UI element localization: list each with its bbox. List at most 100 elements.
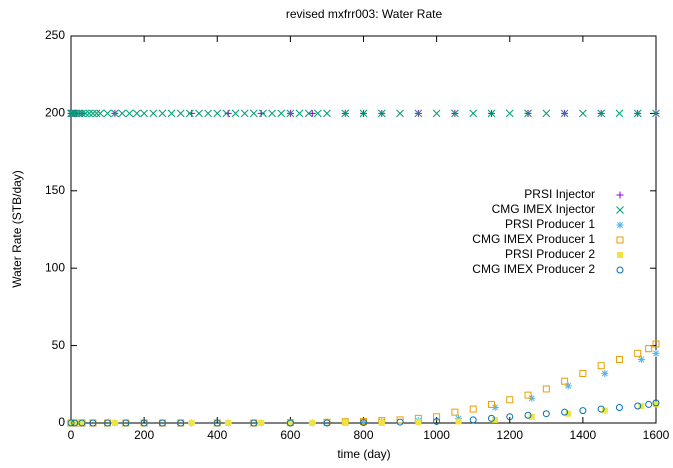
data-point (645, 400, 653, 408)
data-point (652, 109, 660, 118)
data-point (524, 109, 532, 118)
data-point (118, 109, 127, 118)
x-tick-label: 0 (68, 428, 75, 442)
y-axis-label: Water Rate (STB/day) (10, 170, 24, 288)
data-point (455, 414, 463, 422)
data-point (487, 414, 495, 422)
legend-marker (616, 191, 624, 199)
chart-title: revised mxfrr003: Water Rate (286, 7, 443, 21)
data-point (505, 109, 514, 118)
data-point (360, 418, 367, 426)
data-point (225, 420, 232, 426)
data-point (634, 402, 642, 410)
data-point (433, 417, 441, 425)
legend-label: PRSI Injector (524, 187, 595, 201)
data-point (359, 109, 368, 118)
data-point (268, 109, 276, 118)
data-point (213, 419, 221, 427)
data-point (396, 418, 404, 426)
data-point (615, 404, 623, 412)
data-point (615, 109, 624, 118)
data-point (561, 377, 569, 385)
data-point (132, 109, 141, 118)
data-point (396, 416, 404, 424)
data-point (70, 109, 79, 118)
x-tick-label: 600 (280, 428, 300, 442)
legend-label: CMG IMEX Injector (492, 202, 595, 216)
data-point (68, 109, 77, 118)
data-point (491, 404, 499, 412)
data-point (560, 109, 569, 118)
data-point (506, 413, 514, 421)
data-point (72, 109, 81, 118)
data-point (258, 420, 265, 426)
data-point (195, 109, 203, 118)
data-point (451, 408, 459, 416)
data-point (104, 419, 112, 427)
data-point (286, 419, 294, 427)
data-point (378, 420, 385, 426)
data-point (524, 411, 532, 419)
data-point (565, 410, 572, 417)
data-point (455, 418, 462, 425)
data-point (342, 420, 349, 426)
data-point (542, 410, 550, 418)
data-point (167, 109, 176, 118)
data-point (396, 109, 404, 118)
y-tick-label: 250 (45, 28, 65, 42)
data-point (469, 109, 478, 118)
data-point (377, 109, 386, 118)
legend-label: PRSI Producer 2 (505, 247, 595, 261)
data-point (579, 109, 587, 118)
data-point (634, 349, 642, 357)
data-point (149, 109, 158, 118)
legend-marker (616, 236, 624, 244)
data-point (341, 109, 350, 118)
data-point (561, 408, 569, 416)
data-point (469, 405, 477, 413)
data-point (111, 109, 119, 118)
data-point (185, 109, 194, 118)
legend-marker (616, 266, 624, 274)
data-point (176, 109, 185, 118)
data-point (542, 109, 551, 118)
data-point (615, 356, 623, 364)
data-point (469, 416, 477, 424)
data-point (653, 401, 659, 408)
data-point (78, 419, 86, 427)
x-tick-label: 400 (207, 428, 227, 442)
data-point (652, 340, 660, 348)
y-tick-label: 200 (45, 106, 65, 120)
data-point (323, 419, 331, 427)
y-tick-label: 150 (45, 183, 65, 197)
data-point (140, 419, 148, 427)
data-point (597, 405, 605, 413)
y-tick-label: 50 (52, 338, 66, 352)
y-tick-label: 0 (58, 415, 65, 429)
data-point (71, 419, 79, 427)
data-point (528, 413, 535, 420)
data-point (158, 109, 167, 118)
legend-marker (617, 252, 623, 258)
data-point (67, 419, 75, 427)
data-point (240, 109, 249, 118)
data-point (74, 109, 83, 118)
data-point (492, 416, 499, 423)
data-point (487, 400, 495, 408)
x-axis-label: time (day) (337, 447, 390, 461)
data-point (638, 402, 645, 409)
data-point (432, 109, 441, 118)
data-point (286, 109, 295, 118)
x-tick-label: 1600 (643, 428, 670, 442)
legend-label: CMG IMEX Producer 2 (472, 262, 595, 276)
data-point (81, 109, 90, 118)
y-tick-label: 100 (45, 260, 65, 274)
data-point (204, 109, 212, 118)
data-point (542, 385, 550, 393)
x-tick-label: 800 (353, 428, 373, 442)
data-point (67, 109, 75, 118)
data-point (597, 362, 605, 370)
data-point (579, 369, 587, 377)
x-tick-label: 1000 (423, 428, 450, 442)
